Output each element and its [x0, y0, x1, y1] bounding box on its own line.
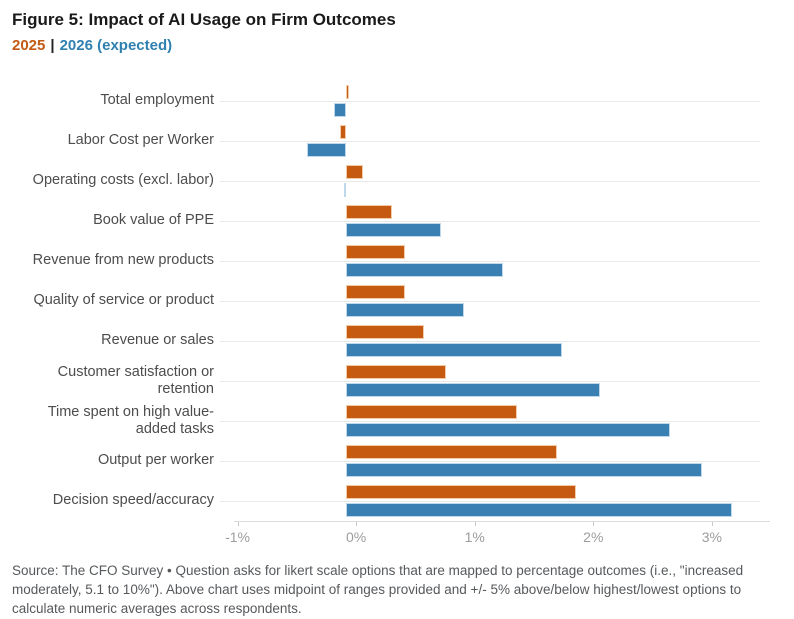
category-label: Quality of service or product	[33, 292, 214, 309]
row-plot	[220, 441, 760, 481]
row-gridline	[220, 140, 760, 142]
bar-2025[interactable]	[346, 324, 425, 339]
row-gridline	[220, 340, 760, 342]
row-plot	[220, 241, 760, 281]
row-gridline	[220, 260, 760, 262]
chart-row: Revenue from new products	[12, 241, 782, 281]
x-axis-tick-label: 1%	[464, 529, 485, 545]
legend-separator: |	[50, 37, 55, 54]
bar-2025[interactable]	[346, 364, 446, 379]
x-axis-tick-mark	[356, 522, 358, 526]
row-plot	[220, 401, 760, 441]
row-gridline	[220, 500, 760, 502]
x-axis-tick-label: 0%	[346, 529, 367, 545]
bar-2026[interactable]	[346, 262, 503, 277]
row-plot	[220, 161, 760, 201]
bar-2026[interactable]	[307, 142, 347, 157]
bar-2026[interactable]	[346, 382, 600, 397]
row-gridline	[220, 100, 760, 102]
x-axis-tick-label: 2%	[583, 529, 604, 545]
x-axis-tick-mark	[237, 522, 239, 526]
row-plot	[220, 321, 760, 361]
chart-row: Book value of PPE	[12, 201, 782, 241]
bar-2026[interactable]	[346, 302, 464, 317]
bar-2026[interactable]	[346, 462, 702, 477]
chart-row: Operating costs (excl. labor)	[12, 161, 782, 201]
x-axis-tick-label: 3%	[701, 529, 723, 545]
bar-2025[interactable]	[346, 444, 558, 459]
row-gridline	[220, 300, 760, 302]
legend-item-2026[interactable]: 2026 (expected)	[59, 37, 173, 54]
bar-2026[interactable]	[334, 102, 347, 117]
category-label: Output per worker	[97, 452, 214, 469]
legend-item-2025[interactable]: 2025	[12, 37, 46, 54]
row-gridline	[220, 420, 760, 422]
row-gridline	[220, 380, 760, 382]
source-note: Source: The CFO Survey • Question asks f…	[12, 563, 744, 617]
bar-2025[interactable]	[346, 484, 577, 499]
row-plot	[220, 361, 760, 401]
bar-2025[interactable]	[346, 164, 363, 179]
category-label: Decision speed/accuracy	[52, 492, 214, 509]
chart-rows: Total employment Labor Cost per Worker Ope…	[12, 81, 782, 521]
category-label: Labor Cost per Worker	[67, 132, 214, 149]
category-label: Time spent on high value-added tasks	[47, 403, 214, 437]
row-gridline	[220, 180, 760, 182]
chart-row: Time spent on high value-added tasks	[12, 401, 782, 441]
chart-row: Decision speed/accuracy	[12, 481, 782, 521]
x-axis: -1% 0% 1% 2% 3%	[225, 521, 770, 549]
chart-row: Quality of service or product	[12, 281, 782, 321]
category-label: Operating costs (excl. labor)	[32, 172, 214, 189]
x-axis-tick-mark	[474, 522, 476, 526]
chart-row: Customer satisfaction or retention	[12, 361, 782, 401]
bar-2025[interactable]	[346, 244, 406, 259]
chart-row: Revenue or sales	[12, 321, 782, 361]
row-plot	[220, 281, 760, 321]
chart-row: Output per worker	[12, 441, 782, 481]
bar-2025[interactable]	[346, 204, 393, 219]
row-plot	[220, 81, 760, 121]
chart-row: Labor Cost per Worker	[12, 121, 782, 161]
row-plot	[220, 201, 760, 241]
x-axis-line	[234, 521, 770, 522]
x-axis-tick-label: -1%	[225, 529, 250, 545]
row-plot	[220, 481, 760, 521]
bar-2026[interactable]	[346, 222, 441, 237]
bar-2026[interactable]	[346, 502, 732, 517]
bar-2026[interactable]	[343, 182, 347, 197]
row-plot	[220, 121, 760, 161]
bar-2025[interactable]	[346, 404, 517, 419]
x-axis-tick-mark	[711, 522, 713, 526]
category-label: Customer satisfaction or retention	[57, 363, 214, 397]
bar-2025[interactable]	[340, 124, 347, 139]
chart-header: Figure 5: Impact of AI Usage on Firm Out…	[12, 10, 782, 54]
category-label: Total employment	[100, 92, 214, 109]
category-label: Revenue or sales	[101, 332, 214, 349]
row-gridline	[220, 460, 760, 462]
row-gridline	[220, 220, 760, 222]
bar-chart: Total employment Labor Cost per Worker Ope…	[12, 81, 782, 549]
bar-2026[interactable]	[346, 422, 670, 437]
chart-title: Figure 5: Impact of AI Usage on Firm Out…	[12, 10, 396, 29]
bar-2025[interactable]	[346, 284, 406, 299]
x-axis-tick-mark	[593, 522, 595, 526]
bar-2026[interactable]	[346, 342, 562, 357]
chart-row: Total employment	[12, 81, 782, 121]
bar-2025[interactable]	[346, 84, 349, 99]
chart-legend: 2025 | 2026 (expected)	[12, 37, 782, 54]
category-label: Revenue from new products	[32, 252, 214, 269]
chart-footer: Source: The CFO Survey • Question asks f…	[12, 561, 784, 618]
category-label: Book value of PPE	[93, 212, 214, 229]
